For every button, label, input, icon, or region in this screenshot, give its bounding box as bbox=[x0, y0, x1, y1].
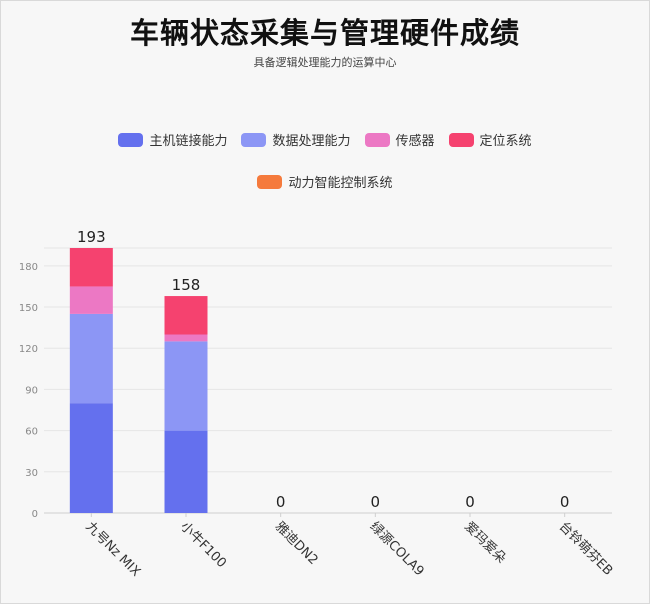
legend-item-sensor[interactable]: 传感器 bbox=[364, 130, 435, 149]
legend-item-power-control[interactable]: 动力智能控制系统 bbox=[257, 172, 393, 191]
total-data-label: 193 bbox=[77, 228, 106, 246]
x-category-label: 台铃萌芬EB bbox=[556, 519, 615, 578]
total-data-label: 0 bbox=[465, 493, 475, 511]
bar-segment bbox=[69, 248, 113, 287]
legend-swatch bbox=[118, 132, 144, 147]
total-data-label: 0 bbox=[276, 493, 286, 511]
x-category-label: 爱玛爱朵 bbox=[461, 519, 508, 566]
y-tick-label: 30 bbox=[25, 468, 38, 479]
x-category-label: 雅迪DN2 bbox=[272, 519, 321, 568]
legend-label: 数据处理能力 bbox=[272, 134, 351, 149]
legend-label: 主机链接能力 bbox=[149, 134, 228, 149]
y-tick-label: 150 bbox=[19, 303, 38, 314]
total-data-label: 0 bbox=[371, 493, 381, 511]
y-tick-label: 180 bbox=[19, 262, 38, 273]
legend-item-data-processing[interactable]: 数据处理能力 bbox=[241, 130, 351, 149]
bar-segment bbox=[164, 296, 208, 335]
legend-item-positioning[interactable]: 定位系统 bbox=[448, 130, 532, 149]
y-tick-label: 90 bbox=[25, 385, 38, 396]
y-tick-label: 60 bbox=[25, 427, 38, 438]
bar-segment bbox=[164, 341, 208, 431]
bar-segment bbox=[164, 430, 208, 513]
total-data-label: 158 bbox=[172, 276, 201, 294]
y-tick-label: 0 bbox=[32, 509, 38, 520]
x-category-label: 九号Nz MIX bbox=[83, 519, 144, 580]
legend-label: 动力智能控制系统 bbox=[288, 176, 393, 191]
legend-row-1: 主机链接能力 数据处理能力 传感器 定位系统 bbox=[0, 130, 650, 149]
legend-label: 定位系统 bbox=[479, 134, 532, 149]
chart-title: 车辆状态采集与管理硬件成绩 bbox=[129, 16, 520, 50]
x-category-label: 小牛F100 bbox=[177, 519, 229, 571]
legend-swatch bbox=[364, 132, 390, 147]
legend-item-host-link[interactable]: 主机链接能力 bbox=[118, 130, 227, 149]
bar-segment bbox=[69, 313, 113, 404]
x-category-label: 绿源COLA9 bbox=[367, 519, 427, 579]
total-data-label: 0 bbox=[560, 493, 570, 511]
legend-swatch bbox=[448, 132, 474, 147]
bar-segment bbox=[69, 403, 113, 513]
bar-segment bbox=[164, 334, 208, 342]
bar-segment bbox=[69, 286, 113, 314]
legend-swatch bbox=[257, 174, 283, 189]
legend-row-2: 动力智能控制系统 bbox=[0, 172, 650, 191]
y-tick-label: 120 bbox=[19, 344, 38, 355]
legend-swatch bbox=[241, 132, 267, 147]
chart-subtitle: 具备逻辑处理能力的运算中心 bbox=[253, 56, 397, 69]
legend-label: 传感器 bbox=[395, 134, 435, 149]
